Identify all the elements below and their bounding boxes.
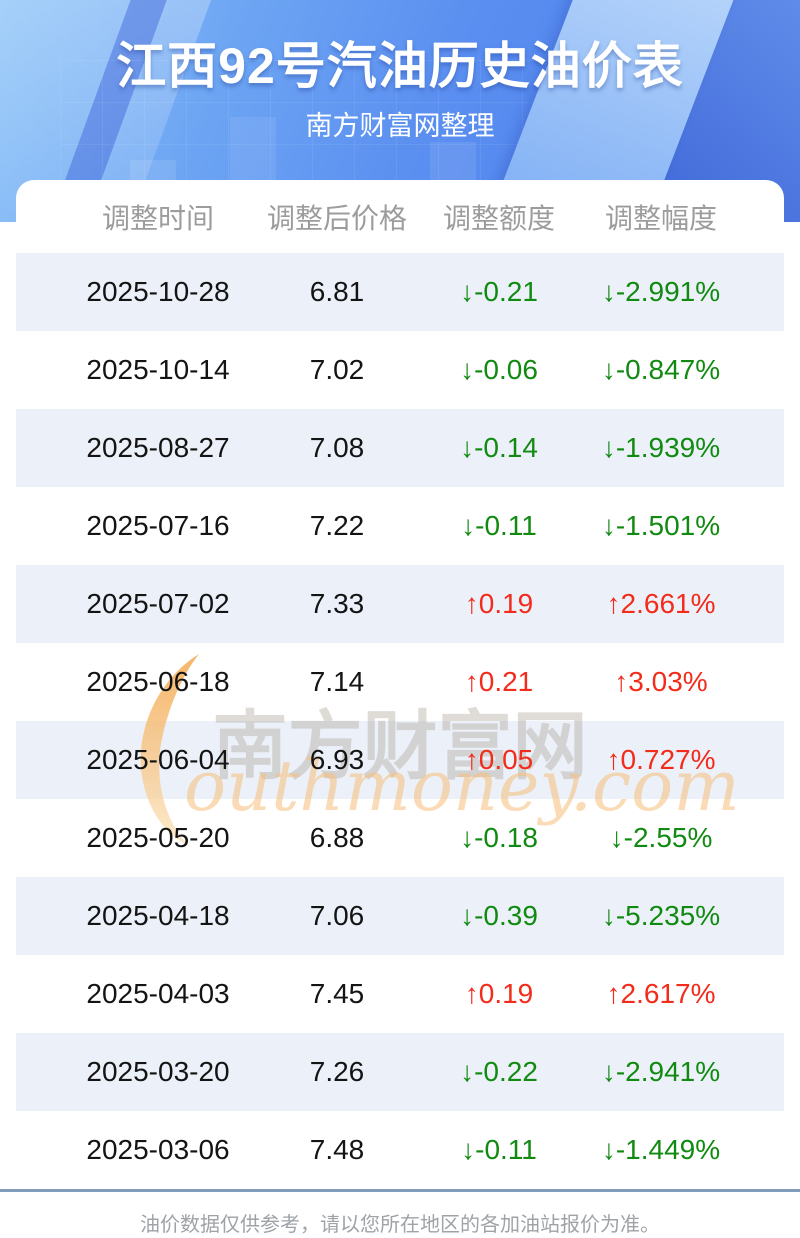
- cell-adjusted-price: 7.48: [309, 1134, 365, 1165]
- cell-adjust-rate: ↓-2.55%: [609, 822, 713, 853]
- column-header-adjust-time: 调整时间: [101, 202, 215, 234]
- cell-adjusted-price: 7.33: [309, 588, 365, 619]
- table-row: 2025-04-18 7.06 ↓-0.39 ↓-5.235%: [16, 877, 784, 955]
- column-header-adjust-rate: 调整幅度: [604, 202, 718, 234]
- cell-adjusted-price: 7.26: [309, 1056, 365, 1087]
- cell-adjust-date: 2025-07-16: [86, 510, 230, 541]
- cell-adjusted-price: 6.88: [309, 822, 365, 853]
- cell-adjust-rate: ↑0.727%: [606, 744, 716, 775]
- table-row: 2025-04-03 7.45 ↑0.19 ↑2.617%: [16, 955, 784, 1033]
- column-header-adjust-amount: 调整额度: [442, 202, 556, 234]
- table-row: 2025-06-18 7.14 ↑0.21 ↑3.03%: [16, 643, 784, 721]
- cell-adjusted-price: 6.93: [309, 744, 365, 775]
- cell-adjust-amount: ↑0.19: [464, 978, 534, 1009]
- cell-adjust-amount: ↓-0.22: [460, 1056, 538, 1087]
- cell-adjust-amount: ↑0.21: [464, 666, 534, 697]
- cell-adjust-date: 2025-08-27: [86, 432, 230, 463]
- cell-adjust-date: 2025-03-20: [86, 1056, 230, 1087]
- footer-divider: [0, 1189, 800, 1192]
- table-row: 2025-07-16 7.22 ↓-0.11 ↓-1.501%: [16, 487, 784, 565]
- cell-adjust-rate: ↓-1.501%: [601, 510, 721, 541]
- cell-adjust-amount: ↓-0.39: [460, 900, 538, 931]
- table-row: 2025-03-20 7.26 ↓-0.22 ↓-2.941%: [16, 1033, 784, 1111]
- footer-note: 油价数据仅供参考，请以您所在地区的各加油站报价为准。: [140, 1214, 660, 1236]
- column-header-adjusted-price: 调整后价格: [266, 202, 408, 234]
- cell-adjust-amount: ↓-0.06: [460, 354, 538, 385]
- cell-adjust-date: 2025-06-04: [86, 744, 230, 775]
- table-header-row: 调整时间 调整后价格 调整额度 调整幅度: [16, 180, 784, 253]
- cell-adjust-amount: ↑0.05: [464, 744, 534, 775]
- cell-adjust-rate: ↓-2.991%: [601, 276, 721, 307]
- cell-adjust-rate: ↑2.617%: [606, 978, 716, 1009]
- cell-adjust-rate: ↑3.03%: [614, 666, 708, 697]
- page-title: 江西92号汽油历史油价表: [116, 38, 684, 94]
- cell-adjusted-price: 7.08: [309, 432, 365, 463]
- table-row: 2025-10-28 6.81 ↓-0.21 ↓-2.991%: [16, 253, 784, 331]
- cell-adjusted-price: 6.81: [309, 276, 365, 307]
- cell-adjust-amount: ↓-0.11: [461, 1134, 537, 1165]
- cell-adjust-amount: ↓-0.18: [460, 822, 538, 853]
- hero-banner: 江西92号汽油历史油价表 南方财富网整理: [0, 0, 800, 222]
- cell-adjust-amount: ↑0.19: [464, 588, 534, 619]
- cell-adjust-rate: ↓-1.939%: [601, 432, 721, 463]
- table-body: 2025-10-28 6.81 ↓-0.21 ↓-2.991% 2025-10-…: [16, 253, 784, 1189]
- cell-adjust-date: 2025-03-06: [86, 1134, 230, 1165]
- cell-adjust-date: 2025-06-18: [86, 666, 230, 697]
- cell-adjust-date: 2025-10-28: [86, 276, 230, 307]
- cell-adjust-date: 2025-04-18: [86, 900, 230, 931]
- page-subtitle: 南方财富网整理: [305, 111, 495, 141]
- cell-adjust-amount: ↓-0.21: [460, 276, 538, 307]
- cell-adjusted-price: 7.22: [309, 510, 365, 541]
- cell-adjust-date: 2025-10-14: [86, 354, 230, 385]
- cell-adjusted-price: 7.02: [309, 354, 365, 385]
- cell-adjust-rate: ↓-2.941%: [601, 1056, 721, 1087]
- cell-adjusted-price: 7.06: [309, 900, 365, 931]
- cell-adjust-rate: ↓-0.847%: [601, 354, 721, 385]
- cell-adjust-amount: ↓-0.14: [460, 432, 538, 463]
- cell-adjust-rate: ↓-1.449%: [601, 1134, 721, 1165]
- cell-adjust-amount: ↓-0.11: [461, 510, 537, 541]
- price-table-card: 调整时间 调整后价格 调整额度 调整幅度 2025-10-28 6.81 ↓-0…: [16, 180, 784, 1189]
- table-row: 2025-07-02 7.33 ↑0.19 ↑2.661%: [16, 565, 784, 643]
- cell-adjust-date: 2025-07-02: [86, 588, 230, 619]
- table-row: 2025-03-06 7.48 ↓-0.11 ↓-1.449%: [16, 1111, 784, 1189]
- table-row: 2025-05-20 6.88 ↓-0.18 ↓-2.55%: [16, 799, 784, 877]
- table-row: 2025-06-04 6.93 ↑0.05 ↑0.727%: [16, 721, 784, 799]
- cell-adjusted-price: 7.45: [309, 978, 365, 1009]
- table-row: 2025-10-14 7.02 ↓-0.06 ↓-0.847%: [16, 331, 784, 409]
- footer: 油价数据仅供参考，请以您所在地区的各加油站报价为准。: [0, 1189, 800, 1237]
- cell-adjusted-price: 7.14: [309, 666, 365, 697]
- cell-adjust-date: 2025-04-03: [86, 978, 230, 1009]
- table-row: 2025-08-27 7.08 ↓-0.14 ↓-1.939%: [16, 409, 784, 487]
- cell-adjust-rate: ↓-5.235%: [601, 900, 721, 931]
- cell-adjust-date: 2025-05-20: [86, 822, 230, 853]
- cell-adjust-rate: ↑2.661%: [606, 588, 716, 619]
